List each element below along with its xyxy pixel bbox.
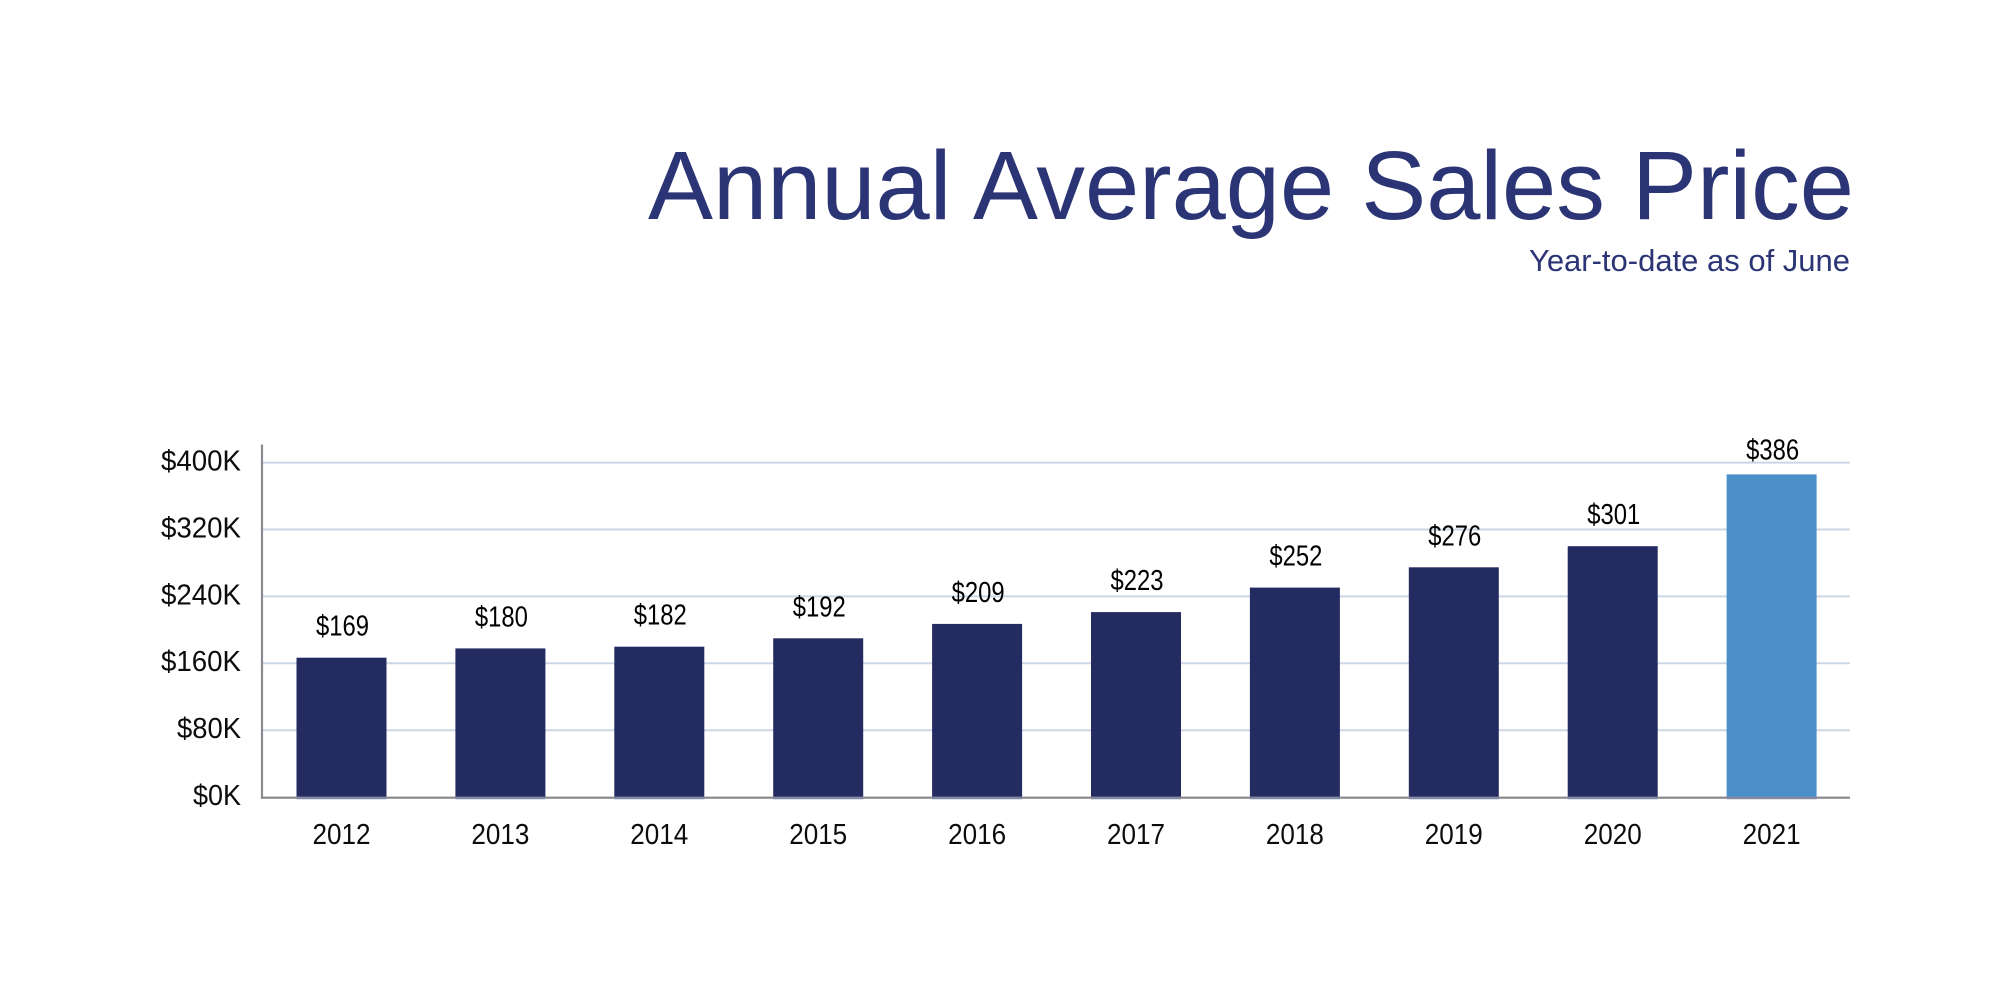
svg-text:$0K: $0K: [193, 780, 242, 812]
svg-text:2018: 2018: [1266, 819, 1324, 851]
svg-text:2013: 2013: [471, 819, 529, 851]
svg-text:2015: 2015: [789, 819, 847, 851]
svg-text:$252: $252: [1269, 541, 1322, 573]
svg-text:2012: 2012: [313, 819, 371, 851]
svg-text:$192: $192: [793, 591, 846, 623]
svg-text:$169: $169: [316, 611, 369, 643]
svg-text:2021: 2021: [1743, 819, 1801, 851]
svg-text:$320K: $320K: [161, 512, 242, 544]
svg-text:2020: 2020: [1584, 819, 1642, 851]
svg-text:Annual Average Sales Price: Annual Average Sales Price: [648, 131, 1854, 240]
svg-text:2016: 2016: [948, 819, 1006, 851]
svg-text:$209: $209: [952, 577, 1005, 609]
svg-text:$301: $301: [1587, 499, 1640, 531]
svg-text:Year-to-date as of June: Year-to-date as of June: [1529, 243, 1850, 278]
svg-text:2019: 2019: [1425, 819, 1483, 851]
svg-text:$400K: $400K: [161, 446, 242, 478]
svg-text:$386: $386: [1746, 434, 1799, 466]
svg-text:$240K: $240K: [161, 579, 242, 611]
svg-text:2017: 2017: [1107, 819, 1165, 851]
svg-text:$223: $223: [1111, 565, 1164, 597]
svg-text:$182: $182: [634, 600, 687, 632]
svg-text:$160K: $160K: [161, 646, 242, 678]
svg-text:$276: $276: [1428, 520, 1481, 552]
svg-text:$80K: $80K: [177, 713, 242, 745]
svg-text:$180: $180: [475, 601, 528, 633]
svg-text:2014: 2014: [630, 819, 688, 851]
